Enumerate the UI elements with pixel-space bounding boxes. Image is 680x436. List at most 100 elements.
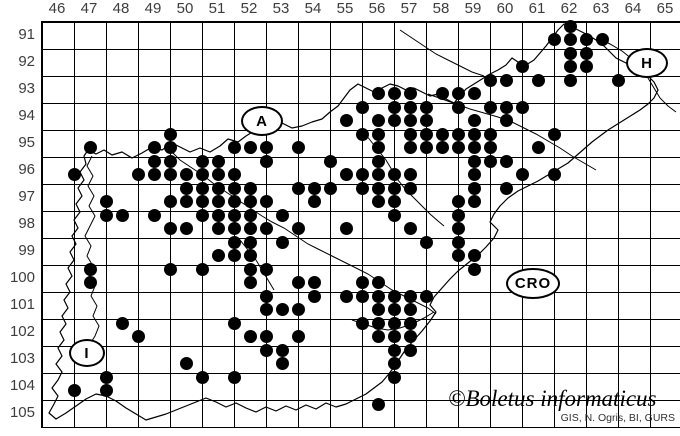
country-label-croatia: CRO <box>506 267 560 299</box>
occurrence-dot <box>579 60 593 73</box>
occurrence-dot <box>99 370 113 384</box>
occurrence-dot <box>355 316 369 330</box>
occurrence-dot <box>451 235 465 249</box>
occurrence-dot <box>403 181 417 195</box>
occurrence-dot <box>243 181 257 195</box>
column-label: 60 <box>496 0 514 17</box>
occurrence-dot <box>195 154 209 168</box>
occurrence-dot <box>419 235 433 249</box>
occurrence-dot <box>419 141 433 154</box>
occurrence-dot <box>195 168 209 181</box>
occurrence-dot <box>419 100 433 114</box>
occurrence-dot <box>451 87 465 100</box>
occurrence-dot <box>435 141 449 154</box>
occurrence-dot <box>259 289 273 303</box>
credits-text: GIS, N. Ogris, BI, GURS <box>560 412 675 424</box>
occurrence-dot <box>227 316 241 330</box>
occurrence-dot <box>451 208 465 222</box>
occurrence-dot <box>467 262 481 276</box>
column-label: 52 <box>240 0 258 17</box>
occurrence-dot <box>435 127 449 141</box>
occurrence-dot <box>163 262 177 276</box>
occurrence-dot <box>323 181 337 195</box>
column-label: 58 <box>432 0 450 17</box>
occurrence-dot <box>307 181 321 195</box>
occurrence-dot <box>403 87 417 100</box>
occurrence-dot <box>451 195 465 208</box>
occurrence-dot <box>387 168 401 181</box>
occurrence-dot <box>259 343 273 357</box>
occurrence-dot <box>275 357 289 370</box>
occurrence-dot <box>483 154 497 168</box>
row-label: 104 <box>9 377 35 394</box>
column-label: 51 <box>208 0 226 17</box>
occurrence-dot <box>451 222 465 235</box>
country-label-hungary: H <box>626 48 668 78</box>
occurrence-dot <box>403 168 417 181</box>
column-label: 48 <box>112 0 130 17</box>
occurrence-dot <box>419 289 433 303</box>
occurrence-dot <box>387 330 401 343</box>
occurrence-dot <box>307 276 321 289</box>
occurrence-dot <box>259 222 273 235</box>
column-label: 65 <box>656 0 674 17</box>
occurrence-dot <box>99 195 113 208</box>
occurrence-dot <box>467 195 481 208</box>
occurrence-dot <box>467 87 481 100</box>
occurrence-dot <box>403 141 417 154</box>
occurrence-dot <box>291 303 305 316</box>
occurrence-dot <box>227 370 241 384</box>
occurrence-dot <box>115 316 129 330</box>
occurrence-dot <box>403 289 417 303</box>
occurrence-dot <box>579 33 593 46</box>
occurrence-dot <box>163 195 177 208</box>
occurrence-dot <box>467 141 481 154</box>
row-label: 98 <box>18 215 35 232</box>
occurrence-dot <box>387 87 401 100</box>
occurrence-dot <box>499 100 513 114</box>
column-label: 59 <box>464 0 482 17</box>
occurrence-dot <box>243 262 257 276</box>
occurrence-dot <box>147 141 161 154</box>
occurrence-dot <box>403 343 417 357</box>
occurrence-dot <box>611 73 625 87</box>
occurrence-dot <box>467 168 481 181</box>
occurrence-dot <box>371 289 385 303</box>
occurrence-dot <box>259 330 273 343</box>
occurrence-dot <box>451 249 465 262</box>
occurrence-dot <box>307 195 321 208</box>
occurrence-dot <box>563 19 577 33</box>
occurrence-dot <box>179 195 193 208</box>
occurrence-dot <box>211 195 225 208</box>
occurrence-dot <box>243 141 257 154</box>
occurrence-dot <box>403 222 417 235</box>
occurrence-dot <box>259 303 273 316</box>
occurrence-dot <box>243 235 257 249</box>
occurrence-dot <box>163 154 177 168</box>
occurrence-dot <box>467 181 481 195</box>
occurrence-dot <box>291 181 305 195</box>
occurrence-dot <box>387 208 401 222</box>
occurrence-dot <box>371 316 385 330</box>
occurrence-dot <box>515 168 529 181</box>
occurrence-dot <box>163 222 177 235</box>
occurrence-dot <box>99 384 113 397</box>
occurrence-dot <box>499 181 513 195</box>
occurrence-dot <box>227 195 241 208</box>
occurrence-dot <box>515 100 529 114</box>
occurrence-dot <box>403 330 417 343</box>
occurrence-dot <box>83 276 97 289</box>
occurrence-dot <box>355 127 369 141</box>
occurrence-dot <box>403 114 417 127</box>
occurrence-dot <box>243 208 257 222</box>
occurrence-dot <box>387 100 401 114</box>
occurrence-dot <box>355 276 369 289</box>
occurrence-dot <box>387 195 401 208</box>
occurrence-dot <box>403 100 417 114</box>
column-label: 55 <box>336 0 354 17</box>
occurrence-dot <box>67 384 81 397</box>
column-label: 56 <box>368 0 386 17</box>
occurrence-dot <box>563 46 577 60</box>
occurrence-dot <box>547 33 561 46</box>
column-label: 49 <box>144 0 162 17</box>
